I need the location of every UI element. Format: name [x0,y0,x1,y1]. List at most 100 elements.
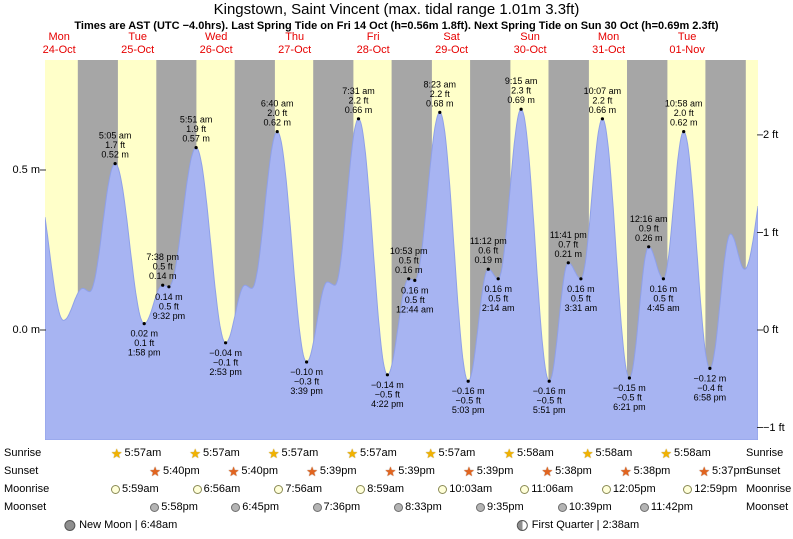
day-label: Fri 28-Oct [356,31,390,56]
moonrise-item: 6:56am [192,482,241,496]
moonset-item: 8:33pm [394,500,442,514]
sunset-icon: ★ [620,463,632,479]
sunrise-time: 5:58am [674,447,711,459]
sunrise-item: ★ 5:57am [268,446,318,460]
moonrise-icon [356,484,366,494]
moonrise-time: 7:56am [285,483,323,495]
sunset-icon: ★ [463,463,475,479]
tide-annotation: −0.14 m −0.5 ft 4:22 pm [371,380,404,409]
sunset-time: 5:39pm [398,465,435,477]
y-axis-label-m: 0.5 m [12,164,40,176]
moonset-icon [557,502,567,512]
tide-extreme-dot [407,277,411,281]
moonset-item: 11:42pm [639,500,693,514]
tide-extreme-dot [113,162,117,166]
sunrise-item: ★ 5:57am [346,446,396,460]
tide-annotation: −0.10 m −0.3 ft 3:39 pm [290,367,323,396]
sunrise-icon: ★ [189,445,202,461]
moonrise-icon [520,484,530,494]
page-title: Kingstown, Saint Vincent (max. tidal ran… [213,1,580,18]
moonrise-item: 12:59pm [683,482,737,496]
tide-annotation: 7:31 am 2.2 ft 0.66 m [342,86,375,115]
sunset-time: 5:38pm [555,465,592,477]
moonset-item: 5:58pm [150,500,198,514]
sunset-item: ★ 5:38pm [542,464,592,478]
moonrise-time: 6:56am [203,483,241,495]
moonset-time: 9:35pm [487,501,524,513]
moonrise-item: 5:59am [111,482,159,496]
sunset-time: 5:40pm [162,465,200,477]
moonset-label-left: Moonset [4,501,47,513]
tide-annotation: 10:07 am 2.2 ft 0.66 m [584,86,622,115]
sunset-icon: ★ [541,463,554,479]
sunrise-icon: ★ [346,445,359,461]
day-label: Tue 01-Nov [669,31,705,56]
tide-extreme-dot [466,379,470,383]
sunset-item: ★ 5:40pm [228,464,278,478]
tide-annotation: −0.16 m −0.5 ft 5:51 pm [533,386,566,415]
moonrise-time: 10:03am [449,483,493,495]
moonset-icon [476,502,485,512]
moonset-time: 10:39pm [568,501,612,513]
sunrise-item: ★ 5:58am [582,446,632,460]
moonrise-time: 5:59am [122,483,159,495]
sunrise-time: 5:58am [517,447,554,459]
tide-extreme-dot [356,117,361,121]
moonset-icon [312,502,322,512]
tide-extreme-dot [647,245,651,249]
moonrise-icon [111,484,120,494]
moonrise-icon [192,484,202,494]
moonset-icon [394,502,404,512]
page-subtitle: Times are AST (UTC −4.0hrs). Last Spring… [74,20,719,32]
sunrise-icon: ★ [110,445,123,461]
moonrise-icon [438,484,448,494]
tide-annotation: 0.02 m 0.1 ft 1:58 pm [128,329,161,358]
day-label: Mon 31-Oct [592,31,626,56]
tide-annotation: 0.16 m 0.5 ft 12:44 am [396,285,434,314]
tide-annotation: −0.04 m −0.1 ft 2:53 pm [209,348,242,377]
tide-extreme-dot [438,110,442,114]
sunset-item: ★ 5:37pm [698,464,748,478]
sunset-icon: ★ [149,463,161,479]
sunset-label-right: Sunset [746,465,781,477]
tide-annotation: 0.16 m 0.5 ft 2:14 am [482,284,515,313]
moonset-time: 8:33pm [405,501,442,513]
moon-phase-item: First Quarter | 2:38am [516,518,639,532]
moonrise-item: 11:06am [520,482,573,496]
tide-extreme-dot [305,360,309,364]
moonset-item: 7:36pm [312,500,361,514]
tide-annotation: 0.14 m 0.5 ft 9:32 pm [153,292,186,321]
tide-annotation: −0.16 m −0.5 ft 5:03 pm [452,386,485,415]
tide-extreme-dot [194,146,198,150]
sunrise-time: 5:57am [360,447,397,459]
y-axis-label-ft: 0 ft [763,324,779,336]
sunset-time: 5:37pm [712,465,749,477]
moonset-item: 10:39pm [557,500,612,514]
tide-extreme-dot [161,283,165,287]
tide-annotation: −0.12 m −0.4 ft 6:58 pm [694,373,727,402]
y-axis-label-ft: 1 ft [763,226,779,239]
moonrise-icon [683,484,693,494]
moonrise-icon [601,484,611,494]
tide-annotation: 9:15 am 2.3 ft 0.69 m [505,76,538,105]
moonset-time: 7:36pm [323,501,361,513]
moon-phase-text: New Moon | 6:48am [79,519,178,531]
moonset-icon [639,502,649,512]
tide-extreme-dot [566,261,570,265]
y-axis-label-ft: 2 ft [763,128,779,141]
sunset-label-left: Sunset [4,465,39,477]
sunset-item: ★ 5:40pm [149,464,199,478]
tide-annotation: 6:40 am 2.0 ft 0.62 m [261,99,294,128]
sunrise-time: 5:57am [438,447,476,459]
new-moon-icon [64,519,76,531]
tide-extreme-dot [627,376,632,380]
y-axis-label-m: 0.0 m [12,324,40,336]
y-axis-label-ft: −1 ft [763,421,785,434]
tide-extreme-dot [600,117,605,121]
sunset-time: 5:39pm [319,465,357,477]
tide-extreme-dot [496,277,500,281]
tide-extreme-dot [385,373,389,377]
tide-annotation: 5:05 am 1.7 ft 0.52 m [99,131,132,160]
